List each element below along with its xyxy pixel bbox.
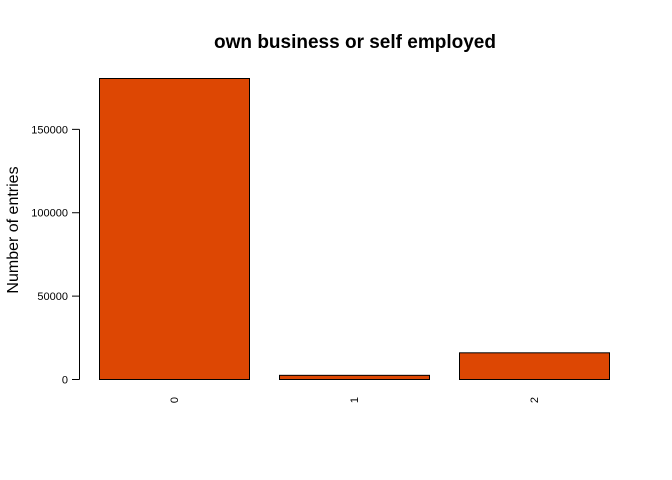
y-tick-label: 150000 bbox=[31, 124, 68, 136]
x-axis-ticks: 0 1 2 bbox=[169, 397, 541, 403]
bar-2 bbox=[459, 352, 610, 381]
x-tick-label-1: 1 bbox=[349, 397, 361, 403]
y-axis: 0 50000 100000 150000 bbox=[31, 124, 80, 387]
x-tick-label-2: 2 bbox=[529, 397, 541, 403]
y-tick-label: 50000 bbox=[37, 291, 68, 303]
x-tick-label-0: 0 bbox=[169, 397, 181, 403]
bar-1 bbox=[279, 374, 430, 380]
y-tick-label: 0 bbox=[62, 375, 68, 387]
y-axis-label: Number of entries bbox=[5, 166, 22, 293]
bars-layer bbox=[99, 78, 610, 381]
chart-title: own business or self employed bbox=[214, 32, 496, 53]
y-tick-label: 100000 bbox=[31, 208, 68, 220]
bar-0 bbox=[99, 78, 250, 380]
